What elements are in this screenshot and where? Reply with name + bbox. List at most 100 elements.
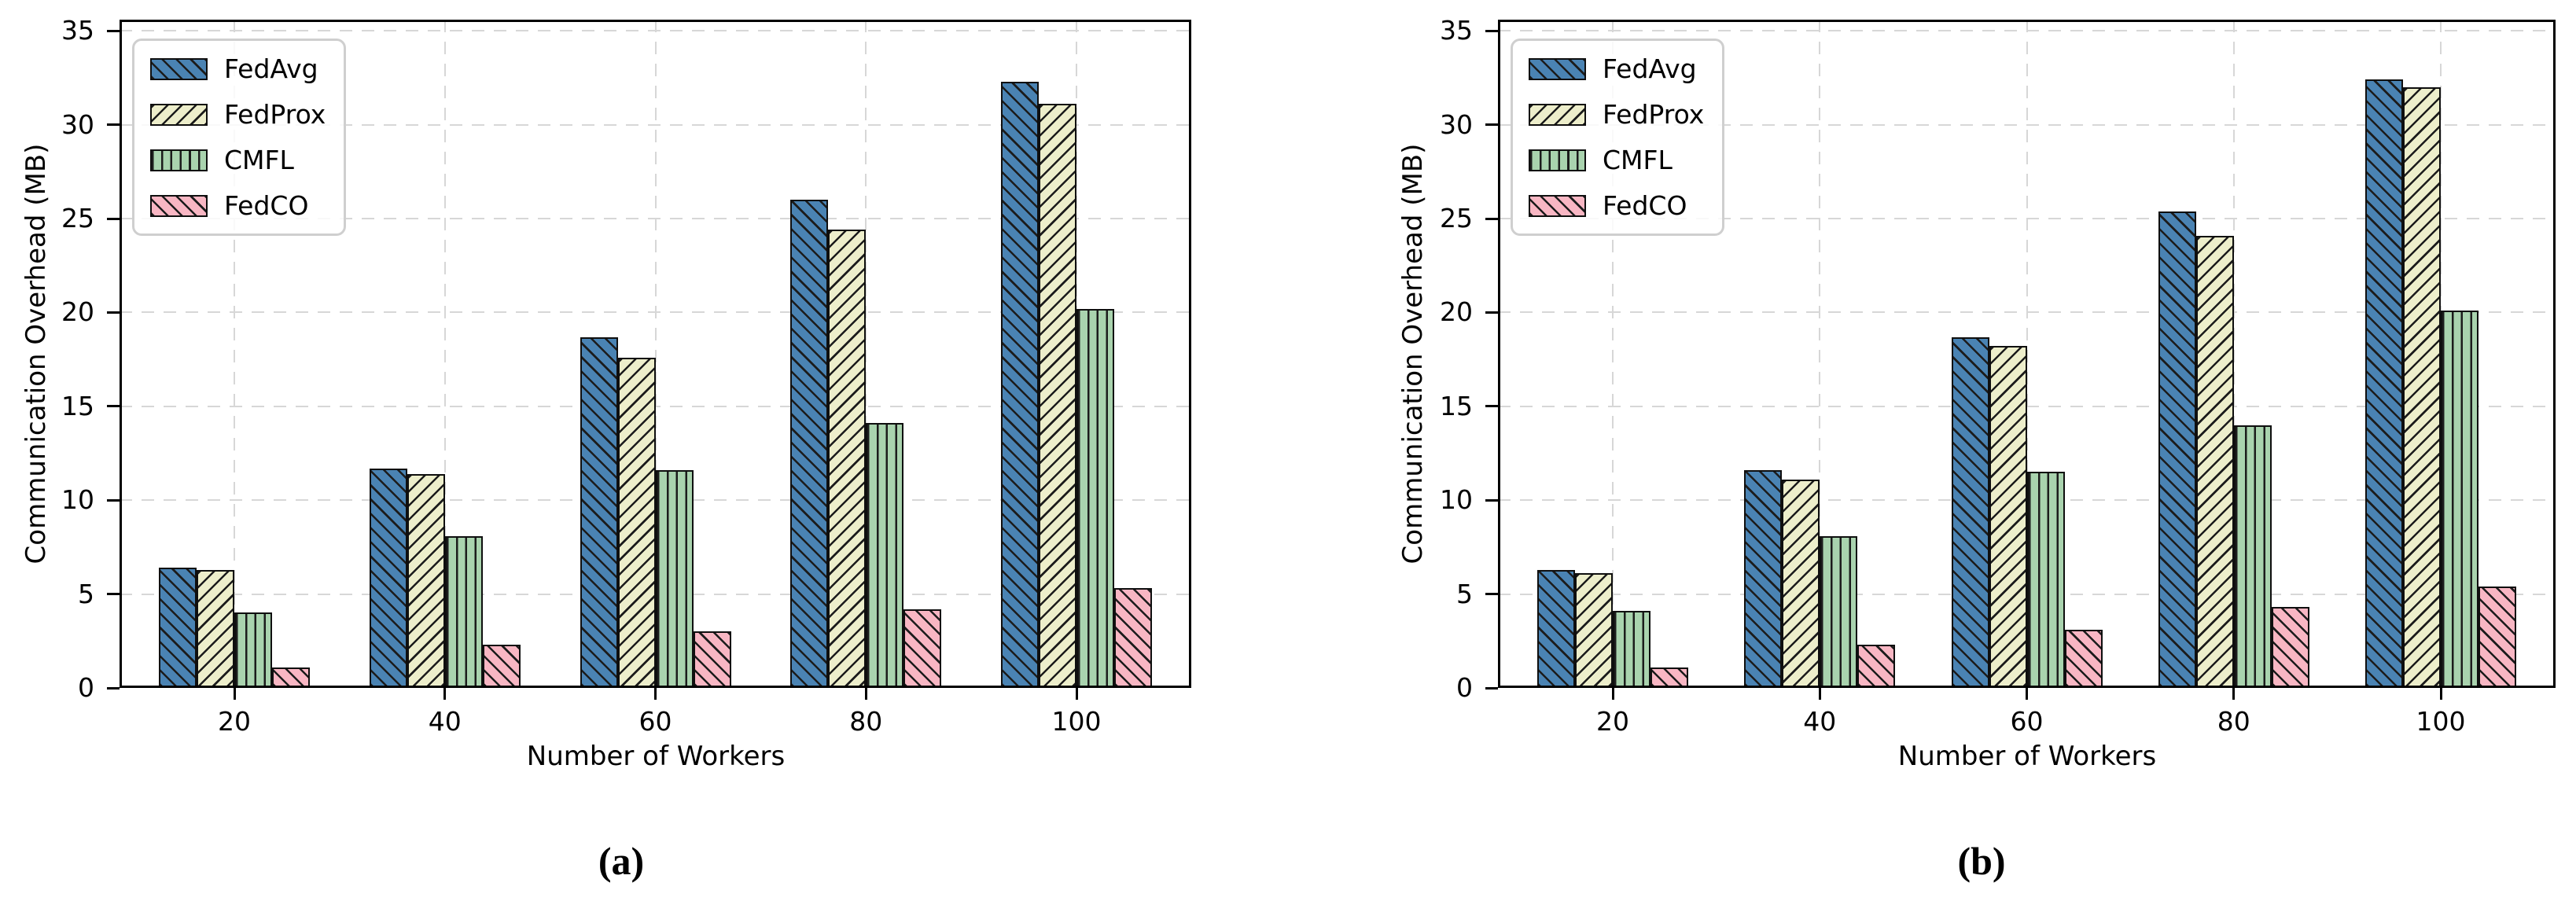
x-tick-mark-80 [864,688,867,700]
y-tick-label-0: 0 [1456,672,1473,703]
bar-fedprox-100 [1039,104,1076,688]
x-tick-mark-60 [654,688,657,700]
y-tick-mark-30 [1485,123,1498,127]
x-gridline-60 [654,20,657,688]
y-tick-mark-0 [107,686,120,690]
bar-fedprox-80 [828,230,867,688]
x-tick-label-40: 40 [428,706,462,737]
bar-fedco-60 [2064,629,2103,688]
x-gridline-40 [1819,20,1821,688]
x-tick-label-20: 20 [218,706,251,737]
legend-item-fedavg: FedAvg [1529,56,1708,82]
plot-area-b: 0 5 10 15 20 25 30 35 20 40 60 80 100 FedAvg FedProx C… [1440,15,2556,737]
legend-label-cmfl: CMFL [1603,145,1673,175]
bar-cmfl-100 [2441,311,2478,688]
bar-fedco-100 [2478,587,2516,688]
y-tick-label-10: 10 [1440,484,1473,516]
x-tick-mark-20 [233,688,236,700]
y-tick-mark-10 [1485,498,1498,502]
legend-item-fedavg: FedAvg [150,56,329,82]
y-tick-label-20: 20 [1440,296,1473,328]
legend-item-cmfl: CMFL [1529,147,1708,173]
legend-item-fedco: FedCO [150,193,329,219]
bar-fedprox-20 [1575,573,1613,688]
bar-fedco-80 [903,609,942,688]
legend-label-fedprox: FedProx [224,99,326,130]
y-tick-label-30: 30 [1440,108,1473,140]
bars-layer-a [120,20,1191,688]
x-gridline-20 [1612,20,1614,688]
bar-fedco-80 [2271,607,2309,688]
legend-label-fedco: FedCO [224,190,309,221]
legend-item-fedprox: FedProx [150,101,329,127]
y-tick-label-25: 25 [1440,203,1473,234]
legend-swatch-fedavg-icon [1529,57,1586,80]
legend-swatch-fedprox-icon [1529,103,1586,126]
y-tick-label-20: 20 [61,296,94,328]
y-tick-mark-25 [107,217,120,220]
y-tick-mark-5 [1485,593,1498,596]
y-tick-mark-20 [1485,311,1498,314]
y-tick-mark-30 [107,123,120,127]
legend-b: FedAvg FedProx CMFL FedCO [1511,39,1724,236]
legend-swatch-fedavg-icon [150,57,208,80]
bars-layer-b [1498,20,2556,688]
legend-item-cmfl: CMFL [150,147,329,173]
bar-fedco-40 [1857,645,1896,688]
x-tick-mark-20 [1611,688,1614,700]
y-tick-mark-15 [1485,405,1498,408]
bar-fedprox-80 [2195,235,2234,688]
ticks-layer-a: 0 5 10 15 20 25 30 35 20 40 60 80 100 [61,15,1191,737]
x-gridline-60 [2026,20,2028,688]
y-tick-mark-20 [107,311,120,314]
y-tick-label-5: 5 [78,578,94,609]
plot-area-a: 0 5 10 15 20 25 30 35 20 40 60 80 100 FedAvg FedProx C… [61,15,1191,737]
subfigure-caption-b: (b) [1957,839,2006,883]
x-axis-title-b: Number of Workers [1897,741,2157,772]
y-tick-mark-35 [1485,29,1498,32]
bar-fedavg-20 [1537,569,1575,688]
bar-fedco-40 [482,645,521,688]
x-tick-label-80: 80 [849,706,883,737]
x-tick-label-100: 100 [1051,706,1102,737]
x-tick-label-100: 100 [2416,706,2466,737]
y-tick-label-30: 30 [61,108,94,140]
ticks-layer-b: 0 5 10 15 20 25 30 35 20 40 60 80 100 [1440,15,2556,737]
y-tick-mark-15 [107,405,120,408]
legend-label-cmfl: CMFL [224,145,294,175]
x-gridline-80 [2232,20,2235,688]
x-gridline-40 [443,20,446,688]
x-tick-label-20: 20 [1596,706,1629,737]
bar-cmfl-60 [2026,472,2065,688]
bar-cmfl-20 [234,612,272,688]
bar-fedavg-100 [1001,81,1039,688]
bar-cmfl-40 [1820,535,1858,688]
x-tick-mark-100 [2439,688,2442,700]
bar-cmfl-100 [1076,308,1114,688]
legend-label-fedavg: FedAvg [1603,53,1697,84]
subfigure-caption-a: (a) [598,839,645,883]
x-tick-label-60: 60 [2010,706,2044,737]
bar-fedavg-60 [580,336,618,688]
x-tick-mark-60 [2026,688,2028,700]
bar-fedprox-40 [407,473,445,688]
x-tick-mark-100 [1075,688,1078,700]
bar-fedavg-80 [790,200,829,688]
bar-fedco-100 [1114,588,1152,688]
y-tick-label-25: 25 [61,203,94,234]
bar-fedprox-60 [1989,346,2027,688]
bar-fedavg-80 [2158,211,2196,688]
y-tick-mark-10 [107,498,120,502]
bar-cmfl-40 [444,535,483,688]
y-tick-mark-0 [1485,686,1498,690]
y-tick-label-15: 15 [1440,390,1473,421]
y-tick-mark-35 [107,29,120,32]
legend-swatch-fedco-icon [1529,194,1586,217]
x-gridline-80 [865,20,867,688]
y-tick-label-15: 15 [61,390,94,421]
x-axis-title-a: Number of Workers [526,741,786,772]
legend-item-fedprox: FedProx [1529,101,1708,127]
